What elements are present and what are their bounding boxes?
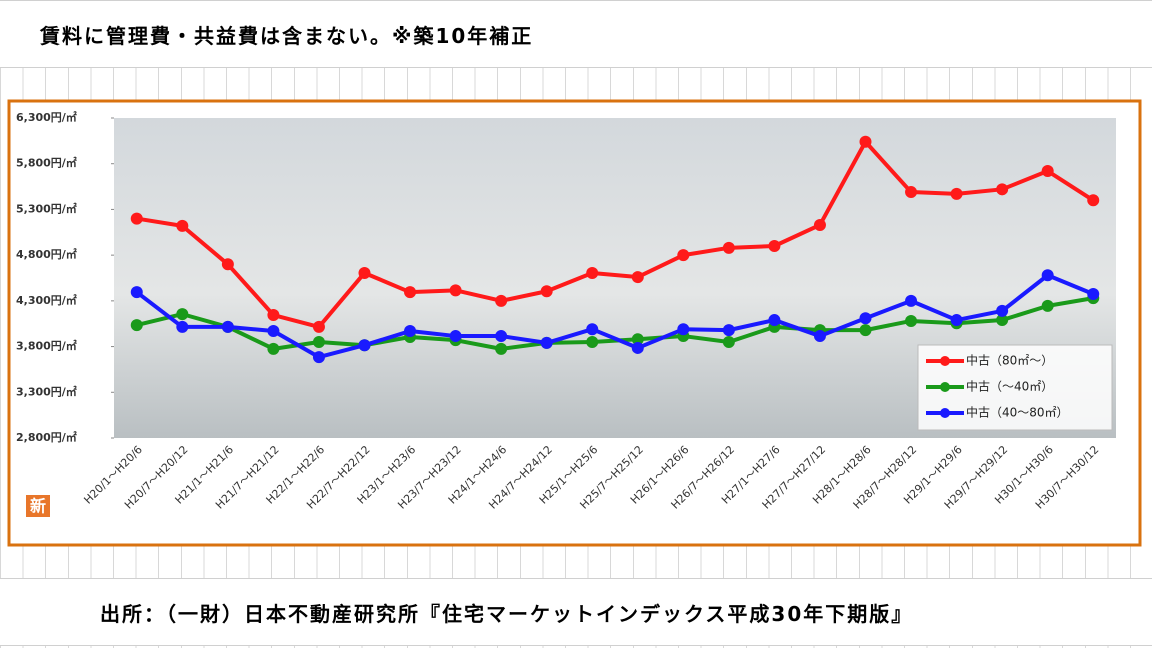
y-tick-label: 4,800円/㎡: [16, 247, 77, 261]
data-point: [221, 258, 234, 271]
data-point: [586, 336, 599, 348]
data-point: [950, 187, 963, 200]
data-point: [586, 266, 599, 279]
data-point: [905, 294, 918, 307]
y-tick-label: 5,800円/㎡: [16, 156, 77, 170]
y-tick-label: 2,800円/㎡: [16, 430, 77, 444]
data-point: [631, 333, 644, 346]
footer-row: [0, 578, 1152, 646]
data-point: [905, 314, 918, 327]
data-point: [540, 336, 553, 349]
legend-label: 中古（～40㎡）: [966, 379, 1053, 394]
data-point: [130, 286, 143, 299]
data-point: [722, 336, 735, 348]
data-point: [950, 314, 963, 327]
logo: 新: [30, 497, 46, 516]
data-point: [540, 285, 553, 298]
data-point: [404, 286, 417, 299]
data-point: [677, 323, 690, 336]
data-point: [859, 312, 872, 325]
data-point: [449, 330, 462, 343]
legend-marker: [940, 408, 950, 418]
data-point: [267, 342, 280, 355]
data-point: [176, 320, 189, 333]
data-point: [358, 339, 371, 352]
y-tick-label: 6,300円/㎡: [16, 110, 77, 124]
data-point: [813, 218, 826, 231]
source-note: 出所：（一財）日本不動産研究所『住宅マーケットインデックス平成30年下期版』: [100, 602, 914, 626]
legend-label: 中古（80㎡～）: [966, 353, 1053, 368]
header-note: 賃料に管理費・共益費は含まない。※築10年補正: [40, 24, 534, 48]
legend-marker: [940, 382, 950, 392]
header-row: [0, 0, 1152, 68]
data-point: [996, 183, 1009, 196]
data-point: [312, 336, 325, 348]
data-point: [631, 341, 644, 354]
data-point: [130, 319, 143, 332]
legend-label: 中古（40～80㎡）: [966, 405, 1069, 420]
data-point: [1041, 269, 1054, 282]
data-point: [996, 314, 1009, 327]
data-point: [768, 240, 781, 252]
y-tick-label: 4,300円/㎡: [16, 293, 77, 307]
data-point: [312, 320, 325, 333]
data-point: [176, 219, 189, 232]
data-point: [1087, 194, 1100, 207]
series-line: [135, 273, 1094, 360]
data-point: [905, 186, 918, 199]
data-point: [859, 324, 872, 337]
data-point: [267, 309, 280, 322]
data-point: [221, 320, 234, 333]
data-point: [130, 212, 143, 225]
data-point: [813, 330, 826, 343]
data-point: [677, 249, 690, 262]
series-line: [136, 139, 1095, 329]
data-point: [358, 266, 371, 279]
data-point: [495, 294, 508, 307]
data-point: [631, 271, 644, 284]
data-point: [176, 308, 189, 321]
legend-marker: [940, 356, 950, 366]
data-point: [495, 342, 508, 355]
data-point: [1041, 299, 1054, 312]
data-point: [859, 135, 872, 148]
y-tick-label: 3,800円/㎡: [16, 339, 77, 353]
data-point: [768, 314, 781, 327]
data-point: [1041, 165, 1054, 178]
y-tick-label: 3,300円/㎡: [16, 384, 77, 398]
y-tick-label: 5,300円/㎡: [16, 201, 77, 215]
data-point: [312, 351, 325, 364]
logo-box: [26, 495, 50, 517]
data-point: [267, 325, 280, 338]
data-point: [1087, 288, 1100, 300]
data-point: [722, 324, 735, 337]
data-point: [404, 325, 417, 338]
data-point: [449, 284, 462, 297]
data-point: [495, 330, 508, 343]
data-point: [996, 304, 1009, 317]
data-point: [586, 323, 599, 336]
data-point: [722, 241, 735, 254]
